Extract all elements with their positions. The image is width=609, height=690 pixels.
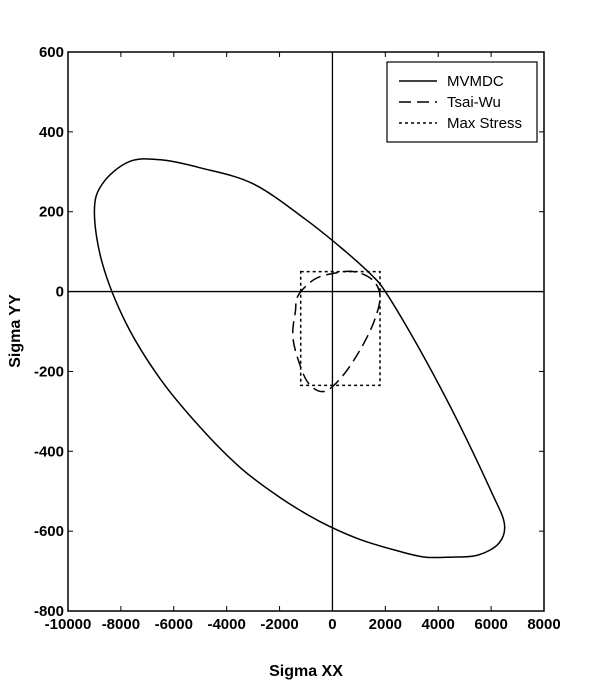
y-tick-label: 0 [56,284,64,301]
x-axis-title: Sigma XX [269,663,343,680]
legend: MVMDC Tsai-Wu Max Stress [386,61,538,143]
legend-box [386,61,538,143]
x-tick-label: 4000 [422,616,455,633]
series-line-tsai-wu [291,270,381,393]
x-tick-label: -8000 [102,616,140,633]
y-tick-label: -400 [34,443,64,460]
legend-label: Tsai-Wu [447,94,501,111]
x-tick-label: 0 [328,616,336,633]
y-tick-label: -600 [34,523,64,540]
x-tick-label: -10000 [45,616,92,633]
x-axis: -10000 -8000 -6000 -4000 -2000 0 2000 4000 6000 8… [45,52,561,633]
y-axis-title: Sigma YY [7,294,24,368]
x-tick-label: -6000 [155,616,193,633]
x-tick-label: 6000 [474,616,507,633]
x-tick-label: 8000 [527,616,560,633]
series-line-mvmdc [93,158,506,559]
y-tick-label: -200 [34,363,64,380]
plot-area [67,51,545,612]
y-tick-label: 600 [39,44,64,61]
legend-label: Max Stress [447,115,522,132]
x-tick-label: -2000 [260,616,298,633]
x-tick-label: -4000 [207,616,245,633]
y-axis: -800 -600 -400 -200 0 200 400 600 [34,44,544,620]
y-tick-label: 200 [39,204,64,221]
y-tick-label: -800 [34,603,64,620]
legend-label: MVMDC [447,73,504,90]
y-tick-label: 400 [39,124,64,141]
series-line-max-stress [299,270,381,387]
x-tick-label: 2000 [369,616,402,633]
zero-lines [68,52,544,611]
series-layer [93,158,506,559]
